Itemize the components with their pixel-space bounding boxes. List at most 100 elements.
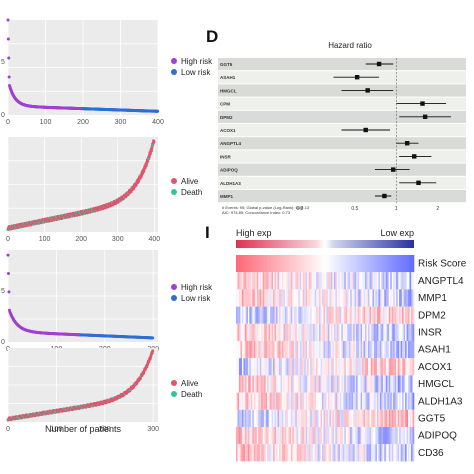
heatmap-cell <box>314 289 317 307</box>
heatmap-cell <box>264 358 266 376</box>
heatmap-cell <box>295 392 298 410</box>
heatmap-cell <box>249 358 252 376</box>
heatmap-cell <box>412 255 415 273</box>
heatmap-cell <box>298 272 301 290</box>
heatmap-cell <box>387 375 390 393</box>
heatmap-cell <box>326 358 329 376</box>
heatmap-cell <box>362 375 364 393</box>
heatmap-cell <box>301 323 304 341</box>
forest-hr-marker <box>376 61 382 67</box>
heatmap-cell <box>344 341 347 359</box>
heatmap-cell <box>375 323 378 341</box>
heatmap-cell <box>280 255 283 273</box>
heatmap-cell <box>347 427 350 445</box>
heatmap-cell <box>237 341 240 359</box>
heatmap-cell <box>292 289 295 307</box>
heatmap-cell <box>308 323 311 341</box>
heatmap-cell <box>396 306 398 324</box>
heatmap-cell <box>305 323 308 341</box>
heatmap-cell <box>378 306 381 324</box>
heatmap-cell <box>338 427 341 445</box>
heatmap-cell <box>332 409 335 427</box>
heatmap-cell <box>339 272 342 290</box>
heatmap-cell <box>376 358 379 376</box>
heatmap-cell <box>357 323 360 341</box>
heatmap-cell <box>258 375 261 393</box>
heatmap-cell <box>347 323 350 341</box>
forest-hr-marker <box>365 88 370 93</box>
heatmap-cell <box>333 255 336 273</box>
heatmap-cell <box>268 306 271 324</box>
heatmap-cell <box>390 444 393 462</box>
heatmap-cell <box>338 306 341 324</box>
heatmap-cell <box>304 375 307 393</box>
heatmap-cell <box>311 323 314 341</box>
heatmap-cell <box>317 358 320 376</box>
heatmap-cell <box>273 392 275 410</box>
heatmap-cell <box>302 289 305 307</box>
heatmap-cell <box>273 427 275 445</box>
heatmap-cell <box>354 409 357 427</box>
heatmap-cell <box>366 255 369 273</box>
heatmap-cell <box>292 272 295 290</box>
y-ticks: 05 <box>1 59 5 119</box>
heatmap-cell <box>385 375 388 393</box>
heatmap-cell <box>385 306 388 324</box>
heatmap-cell <box>313 323 315 341</box>
heatmap-cell <box>366 323 369 341</box>
heatmap-cell <box>388 444 391 462</box>
heatmap-cell <box>261 289 263 307</box>
heatmap-cell <box>393 444 396 462</box>
heatmap-cell <box>344 323 347 341</box>
heatmap-cell <box>396 409 398 427</box>
heatmap-cell <box>353 392 355 410</box>
heatmap-cell <box>311 409 314 427</box>
heatmap-cell <box>348 444 351 462</box>
heatmap-cell <box>270 272 272 290</box>
heatmap-cell <box>243 323 246 341</box>
heatmap-cell <box>277 444 280 462</box>
heatmap-cell <box>305 375 308 393</box>
heatmap-cell <box>240 255 243 273</box>
heatmap-cell <box>237 427 240 445</box>
heatmap-cell <box>279 341 281 359</box>
heatmap-cell <box>314 255 317 273</box>
heatmap-cell <box>384 272 387 290</box>
heatmap-cell <box>329 392 332 410</box>
heatmap-cell <box>327 444 330 462</box>
heatmap-cell <box>382 444 385 462</box>
heatmap-cell <box>365 392 367 410</box>
heatmap-cell <box>382 358 385 376</box>
heatmap-cell <box>351 272 354 290</box>
heatmap-cell <box>394 255 397 273</box>
patient-point <box>6 272 10 276</box>
heatmap-cell <box>265 409 268 427</box>
heatmap-cell <box>283 375 286 393</box>
heatmap-cell <box>317 272 320 290</box>
heatmap-cell <box>253 358 256 376</box>
heatmap-cell <box>314 375 317 393</box>
heatmap-cell <box>333 427 336 445</box>
heatmap-cell <box>289 341 292 359</box>
heatmap-cell <box>317 444 320 462</box>
heatmap-cell <box>335 392 338 410</box>
heatmap-cell <box>249 409 252 427</box>
heatmap-cell <box>397 358 400 376</box>
heatmap-cell <box>238 289 241 307</box>
x-tick-label: 0 <box>6 236 10 243</box>
heatmap-cell <box>370 289 373 307</box>
heatmap-cell <box>323 289 326 307</box>
heatmap-cell <box>327 272 330 290</box>
heatmap-cell <box>283 427 286 445</box>
heatmap-cell <box>379 409 382 427</box>
heatmap-cell <box>256 255 259 273</box>
heatmap-cell <box>329 255 332 273</box>
heatmap-cell <box>276 392 278 410</box>
heatmap-cell <box>336 409 339 427</box>
heatmap-cell <box>375 341 378 359</box>
heatmap-cell <box>332 306 335 324</box>
heatmap-cell <box>399 427 401 445</box>
heatmap-cell <box>259 358 262 376</box>
heatmap-cell <box>351 306 354 324</box>
heatmap-cell <box>402 255 404 273</box>
